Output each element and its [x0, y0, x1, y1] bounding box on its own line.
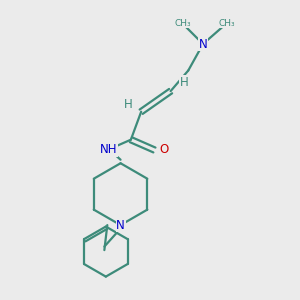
Text: O: O [159, 143, 169, 157]
Text: H: H [124, 98, 132, 111]
Text: CH₃: CH₃ [174, 19, 191, 28]
Text: N: N [199, 38, 207, 50]
Text: CH₃: CH₃ [218, 19, 235, 28]
Text: NH: NH [100, 143, 118, 157]
Text: N: N [116, 219, 125, 232]
Text: H: H [179, 76, 188, 89]
